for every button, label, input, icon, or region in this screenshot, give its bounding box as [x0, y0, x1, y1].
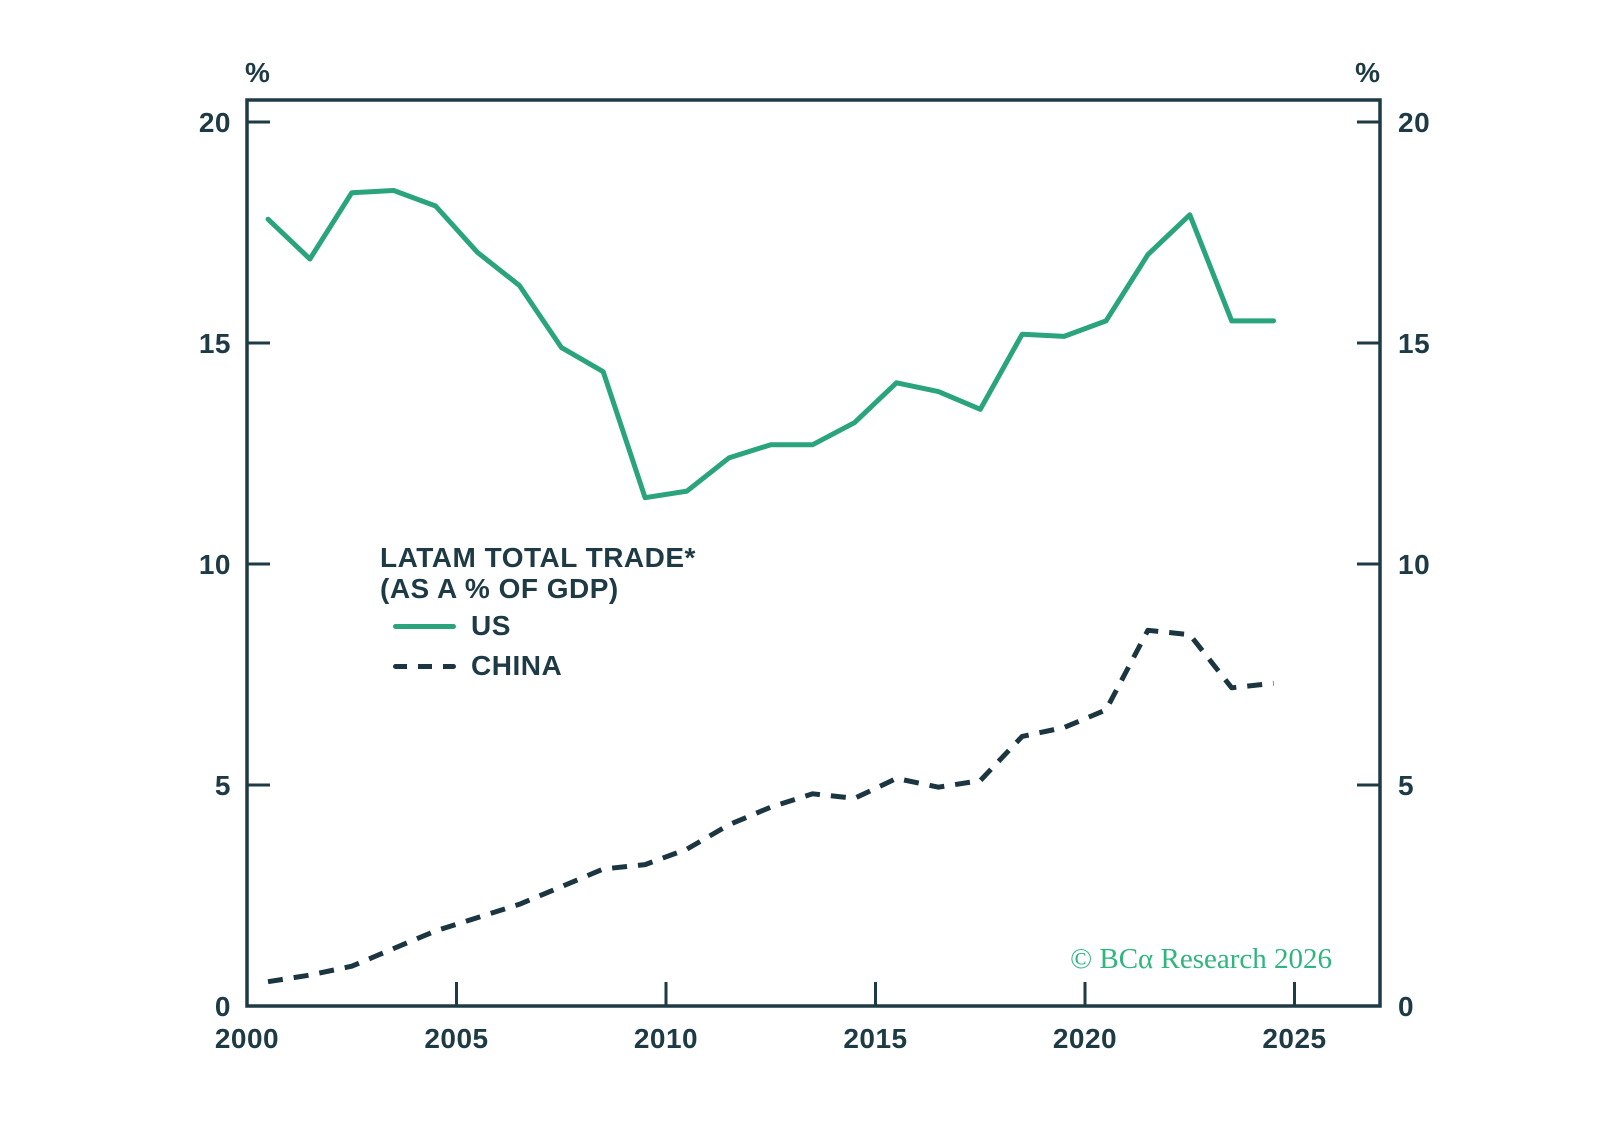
- y-tick-label-right: 20: [1398, 107, 1430, 138]
- china-line-swatch: [393, 663, 456, 669]
- legend-item-china: CHINA: [380, 648, 696, 684]
- y-tick-label-right: 10: [1398, 549, 1430, 580]
- y-tick-label-left: 10: [199, 549, 231, 580]
- y-tick-label-right: 0: [1398, 991, 1414, 1022]
- legend-title-line2: (AS A % OF GDP): [380, 573, 619, 604]
- plot-frame: [245, 98, 1382, 1008]
- x-tick-label: 2000: [215, 1023, 279, 1054]
- watermark: © BCα Research 2026: [1070, 943, 1332, 975]
- y-tick-label-left: 5: [215, 770, 231, 801]
- legend-title-line1: LATAM TOTAL TRADE*: [380, 542, 696, 573]
- x-tick-label: 2020: [1053, 1023, 1117, 1054]
- legend-label-us: US: [471, 610, 511, 641]
- y-tick-label-left: 0: [215, 991, 231, 1022]
- y-tick-label-right: 15: [1398, 328, 1430, 359]
- x-tick-label: 2010: [634, 1023, 698, 1054]
- legend: LATAM TOTAL TRADE* (AS A % OF GDP) US CH…: [380, 542, 696, 684]
- legend-label-china: CHINA: [471, 650, 563, 681]
- y-axis-unit-right: %: [1355, 57, 1381, 88]
- y-tick-label-right: 5: [1398, 770, 1414, 801]
- y-tick-label-left: 20: [199, 107, 231, 138]
- x-tick-label: 2015: [843, 1023, 907, 1054]
- legend-item-us: US: [380, 608, 696, 644]
- y-axis-unit-left: %: [245, 57, 271, 88]
- series-line-us: [265, 188, 1277, 501]
- x-tick-label: 2005: [424, 1023, 488, 1054]
- y-tick-label-left: 15: [199, 328, 231, 359]
- x-tick-label: 2025: [1262, 1023, 1326, 1054]
- us-line-swatch: [393, 623, 456, 629]
